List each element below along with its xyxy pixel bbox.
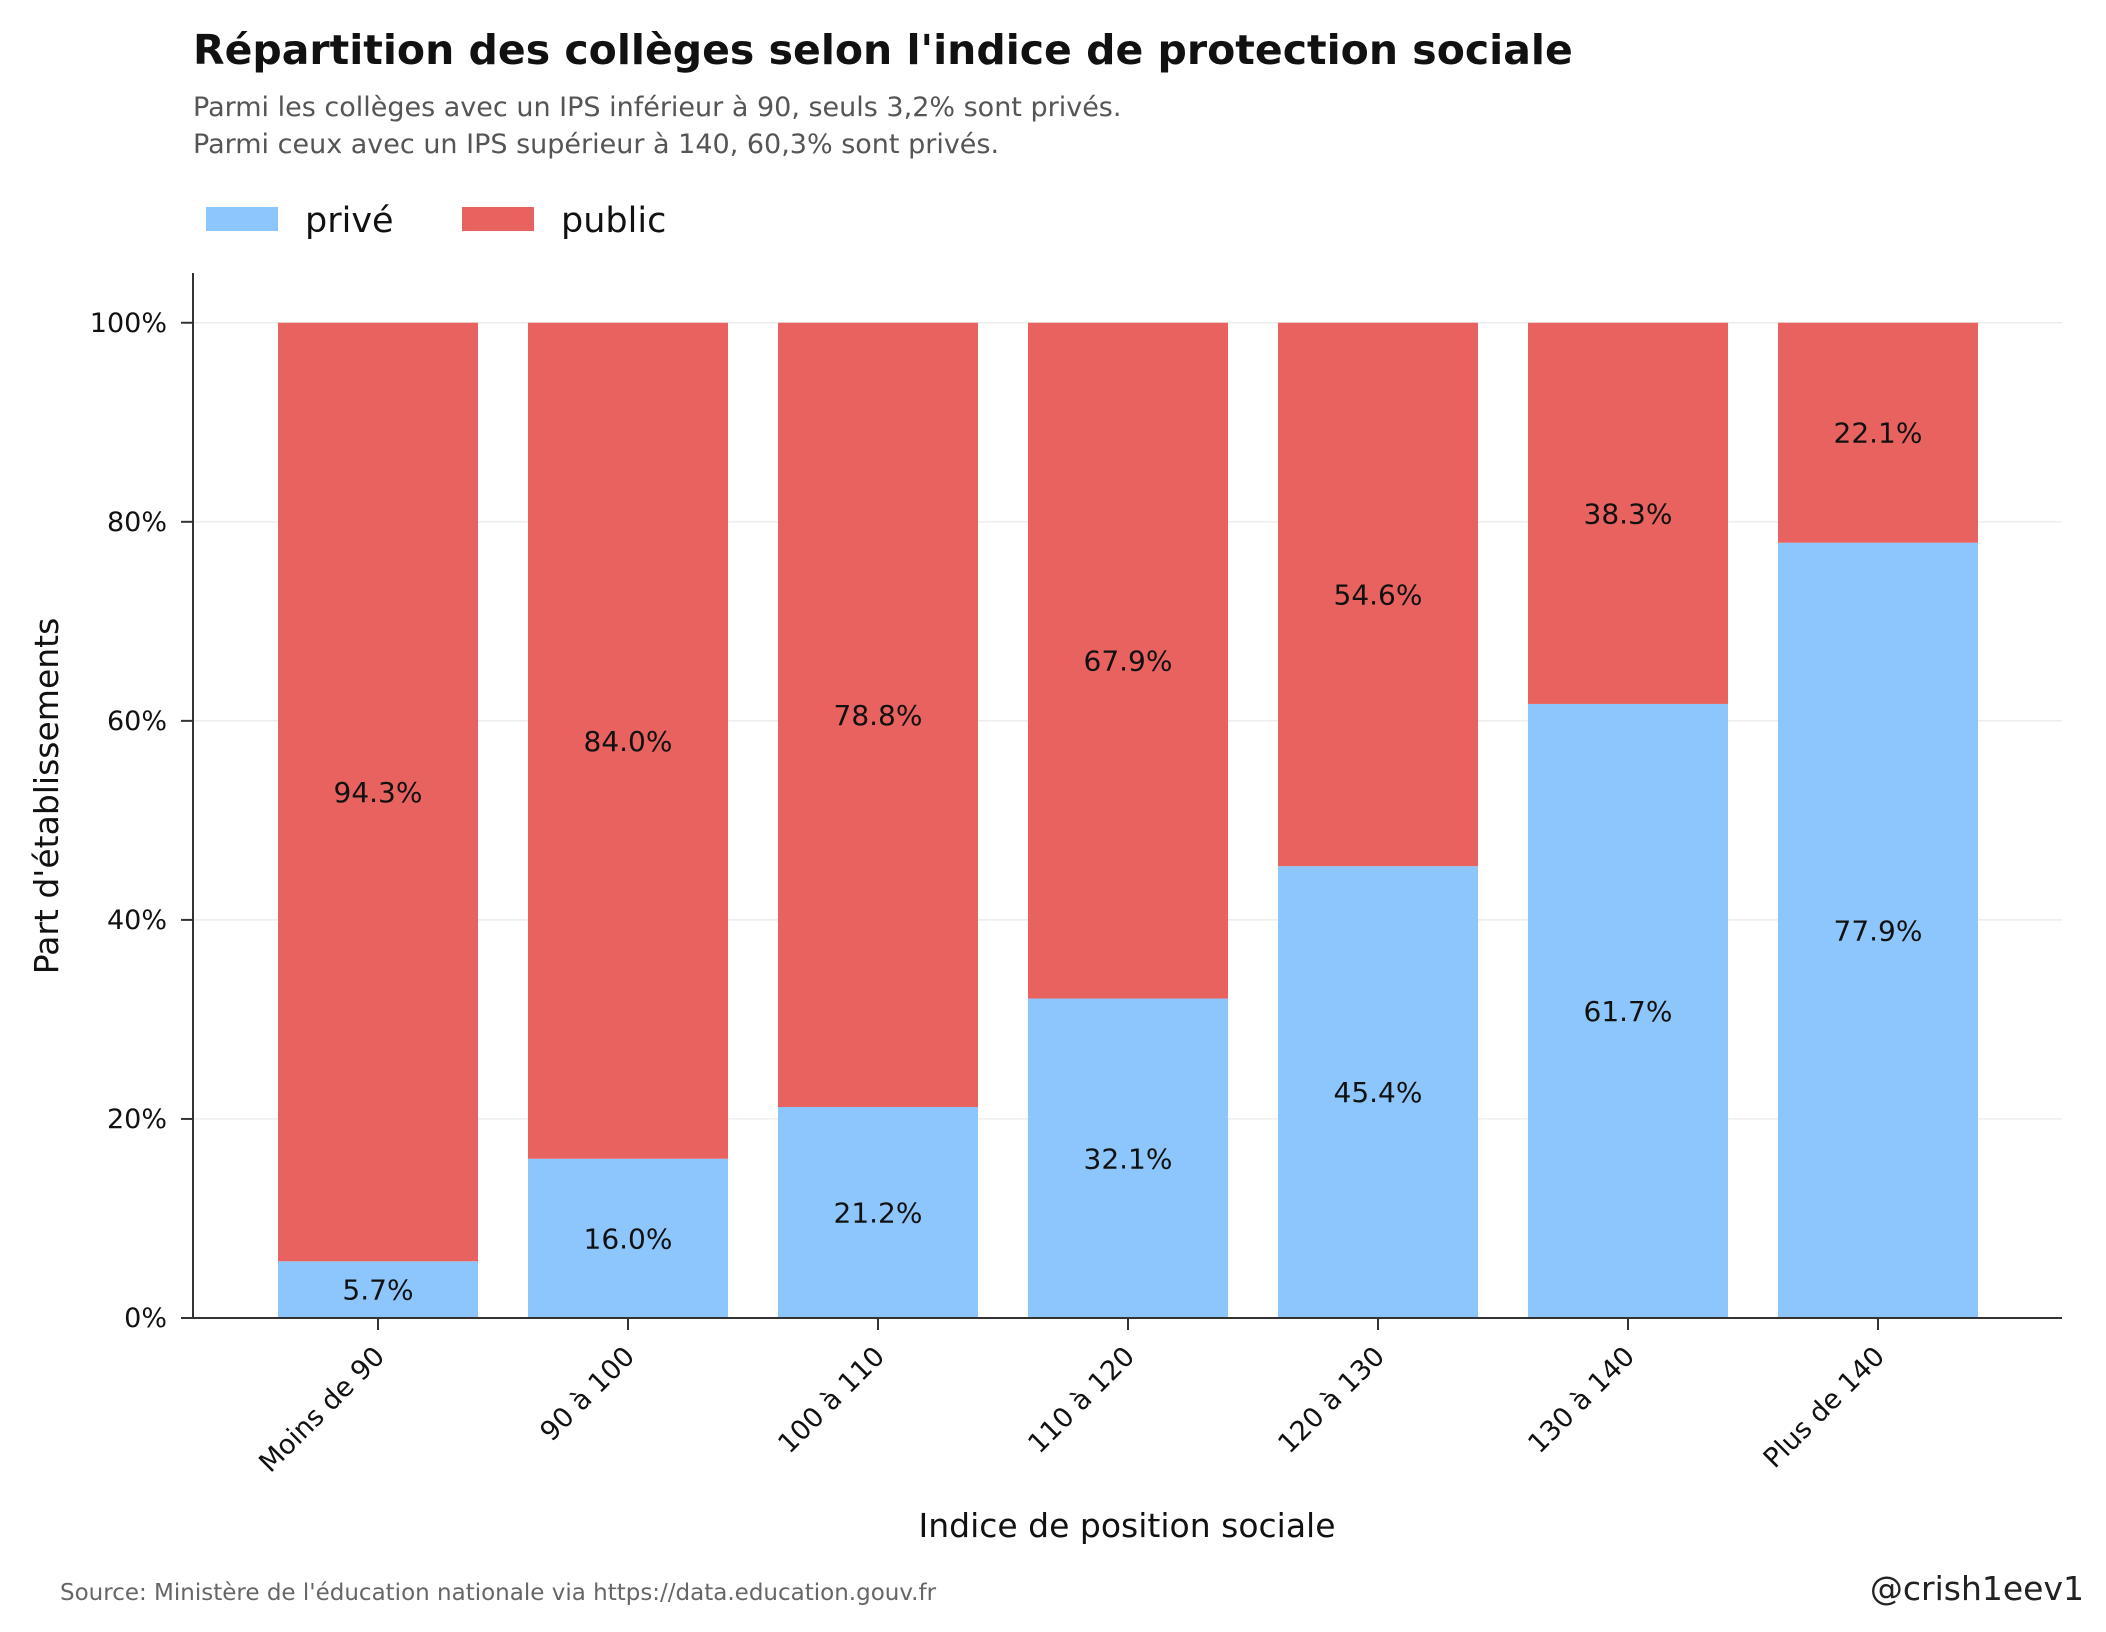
legend-label-prive: privé	[305, 201, 394, 241]
data-label-prive: 16.0%	[584, 1222, 673, 1255]
data-label-public: 54.6%	[1334, 578, 1423, 611]
y-tick-label: 40%	[107, 905, 167, 936]
bar-prive	[1528, 703, 1728, 1318]
bar-prive	[528, 1158, 728, 1318]
data-label-prive: 77.9%	[1834, 914, 1923, 947]
legend-swatch-public	[462, 207, 534, 231]
legend-label-public: public	[561, 201, 666, 241]
x-tick-labels: Moins de 90 90 à 100 100 à 110 110 à 120 120…	[253, 1341, 1891, 1479]
bar-prive	[1278, 866, 1478, 1318]
data-label-prive: 5.7%	[342, 1274, 413, 1307]
bar-public	[1778, 322, 1978, 543]
data-label-public: 22.1%	[1834, 417, 1923, 450]
y-tick-label: 60%	[107, 706, 167, 737]
x-tick-label: 90 à 100	[534, 1341, 640, 1447]
chart-subtitle-line-2: Parmi ceux avec un IPS supérieur à 140, …	[193, 129, 999, 160]
x-tick-label: 110 à 120	[1022, 1341, 1141, 1460]
x-tick-label: 130 à 140	[1522, 1341, 1641, 1460]
bar-public	[528, 322, 728, 1159]
data-label-public: 94.3%	[334, 776, 423, 809]
chart-title: Répartition des collèges selon l'indice …	[193, 26, 1573, 74]
data-label-prive: 61.7%	[1584, 995, 1673, 1028]
bar-public	[1028, 322, 1228, 999]
y-tick-label: 100%	[90, 308, 167, 339]
x-tick-label: Moins de 90	[253, 1341, 391, 1479]
legend-swatch-prive	[206, 207, 278, 231]
x-tick-label: 120 à 130	[1272, 1341, 1391, 1460]
data-label-public: 67.9%	[1084, 645, 1173, 678]
x-axis-label: Indice de position sociale	[918, 1506, 1335, 1545]
bar-public	[1528, 322, 1728, 704]
y-tick-label: 0%	[124, 1303, 167, 1334]
data-label-public: 38.3%	[1584, 497, 1673, 530]
bars	[278, 322, 1978, 1318]
bar-prive	[1778, 542, 1978, 1318]
bar-public	[278, 322, 478, 1262]
x-tick-label: Plus de 140	[1758, 1341, 1891, 1474]
data-label-prive: 21.2%	[834, 1197, 923, 1230]
data-label-prive: 32.1%	[1084, 1142, 1173, 1175]
legend: privé public	[206, 201, 666, 241]
bar-prive	[778, 1107, 978, 1318]
y-axis-label: Part d'établissements	[27, 618, 66, 975]
author-handle: @crish1eev1	[1870, 1569, 2084, 1608]
chart-subtitle-line-1: Parmi les collèges avec un IPS inférieur…	[193, 92, 1121, 123]
data-label-prive: 45.4%	[1334, 1076, 1423, 1109]
axes	[181, 273, 2062, 1330]
data-label-public: 84.0%	[584, 725, 673, 758]
x-tick-label: 100 à 110	[772, 1341, 891, 1460]
bar-prive	[278, 1261, 478, 1318]
y-tick-labels: 0% 20% 40% 60% 80% 100%	[90, 308, 167, 1334]
data-label-public: 78.8%	[834, 699, 923, 732]
bar-prive	[1028, 998, 1228, 1318]
data-labels: 5.7% 94.3% 16.0% 84.0% 21.2% 78.8% 32.1% 67.9% 4…	[334, 417, 1923, 1307]
bar-public	[778, 322, 978, 1108]
y-tick-label: 80%	[107, 507, 167, 538]
y-tick-label: 20%	[107, 1104, 167, 1135]
source-note: Source: Ministère de l'éducation nationa…	[60, 1580, 937, 1606]
bar-public	[1278, 322, 1478, 867]
